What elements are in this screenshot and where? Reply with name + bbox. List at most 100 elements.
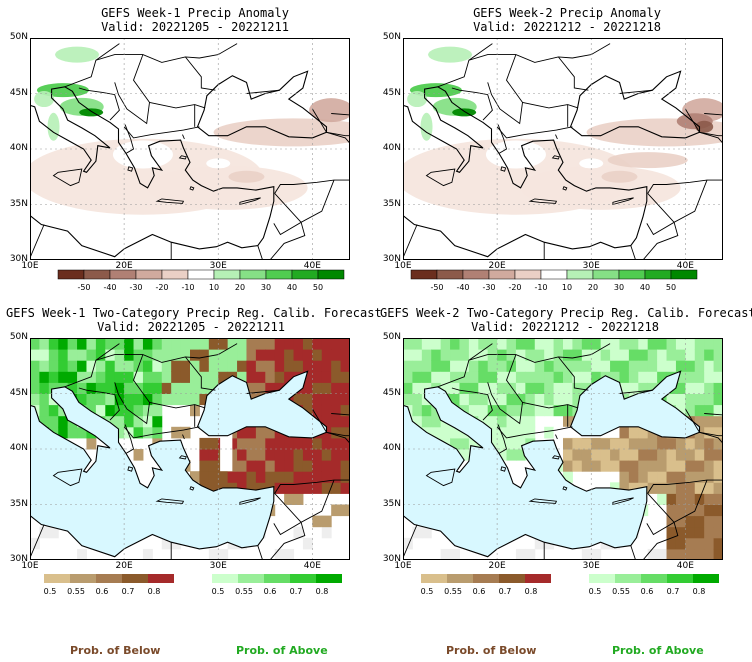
colorbar-swatch [473,574,499,583]
colorbar-tick-label: -50 [430,283,443,292]
colorbar-tick-label: 10 [562,283,572,292]
colorbar-tick-label: 0.5 [212,587,225,596]
colorbar-tick-label: 0.7 [290,587,303,596]
lon-tick-label: 40E [303,561,321,571]
panel-valid-dates: Valid: 20221212 - 20221218 [471,320,659,334]
colorbar-tick-label: 40 [640,283,650,292]
colorbar-swatch [592,269,620,280]
colorbar-swatch [499,574,525,583]
colorbar-tick-label: 0.55 [235,587,253,596]
lon-tick-label: 40E [676,561,694,571]
colorbar-swatch [421,574,447,583]
colorbar-tick-label: 40 [287,283,297,292]
anomaly-colorbar-week2: -50 -40 -30 -20 -10 10 20 30 40 50 [410,269,698,292]
colorbar-tick-label: -20 [508,283,521,292]
lon-tick-label: 20E [488,561,506,571]
colorbar-swatch [670,269,698,280]
lat-tick-label: 30N [382,554,401,564]
prob-above-label: Prob. of Above [612,644,704,657]
below-colorbar-week2: 0.5 0.55 0.6 0.7 0.8 [421,574,551,596]
lon-tick-label: 40E [303,261,321,271]
colorbar-swatch [317,269,345,280]
colorbar-swatch [540,269,568,280]
colorbar-tick-label: -30 [129,283,142,292]
colorbar-tick-label: -30 [482,283,495,292]
lon-tick-label: 20E [488,261,506,271]
colorbar-tick-label: 0.5 [421,587,434,596]
lat-tick-label: 50N [9,32,28,42]
colorbar-tick-label: 50 [666,283,676,292]
panel-title: GEFS Week-1 Two-Category Precip Reg. Cal… [6,306,382,320]
below-colorbar-week1: 0.5 0.55 0.6 0.7 0.8 [44,574,174,596]
colorbar-tick-label: 30 [614,283,624,292]
colorbar-tick-label: 0.6 [96,587,109,596]
colorbar-swatch [525,574,551,583]
colorbar-tick-label: -40 [456,283,469,292]
lon-tick-label: 30E [582,261,600,271]
colorbar-swatch [148,574,174,583]
colorbar-tick-label: -10 [181,283,194,292]
colorbar-tick-label: 0.5 [44,587,57,596]
colorbar-tick-label: 0.55 [67,587,85,596]
colorbar-swatch [290,574,316,583]
colorbar-swatch [644,269,672,280]
lat-tick-label: 50N [382,32,401,42]
colorbar-tick-label: -50 [77,283,90,292]
panel-title: GEFS Week-1 Precip Anomaly [101,6,289,20]
colorbar-swatch [161,269,189,280]
lat-tick-label: 40N [9,143,28,153]
prob-below-label: Prob. of Below [446,644,537,657]
lat-tick-label: 35N [9,198,28,209]
colorbar-tick-label: 0.7 [667,587,680,596]
lat-tick-label: 35N [382,198,401,209]
lat-tick-label: 50N [382,332,401,342]
colorbar-swatch [641,574,667,583]
lat-tick-label: 45N [9,387,28,398]
colorbar-tick-label: 0.6 [264,587,277,596]
lat-tick-label: 30N [9,254,28,264]
colorbar-swatch [265,269,293,280]
colorbar-swatch [83,269,111,280]
colorbar-swatch [410,269,438,280]
lon-tick-label: 10E [21,561,39,571]
colorbar-swatch [693,574,719,583]
colorbar-tick-label: 0.8 [148,587,161,596]
colorbar-swatch [589,574,615,583]
lon-tick-label: 20E [115,561,133,571]
colorbar-swatch [213,269,241,280]
panel-title: GEFS Week-2 Precip Anomaly [473,6,661,20]
colorbar-swatch [462,269,490,280]
colorbar-tick-label: -20 [155,283,168,292]
lon-tick-label: 10E [21,261,39,271]
colorbar-swatch [109,269,137,280]
colorbar-swatch [70,574,96,583]
lat-tick-label: 30N [382,254,401,264]
colorbar-swatch [44,574,70,583]
colorbar-tick-label: 0.8 [693,587,706,596]
colorbar-tick-label: 30 [261,283,271,292]
above-colorbar-week2: 0.5 0.55 0.6 0.7 0.8 [589,574,719,596]
lat-tick-label: 30N [9,554,28,564]
colorbar-swatch [212,574,238,583]
colorbar-swatch [615,574,641,583]
colorbar-swatch [667,574,693,583]
colorbar-swatch [291,269,319,280]
prob-above-label: Prob. of Above [236,644,328,657]
panel-valid-dates: Valid: 20221212 - 20221218 [473,20,661,34]
colorbar-swatch [122,574,148,583]
lon-tick-label: 10E [394,261,412,271]
lon-tick-label: 20E [115,261,133,271]
colorbar-swatch [264,574,290,583]
colorbar-tick-label: -10 [534,283,547,292]
colorbar-tick-label: 0.5 [589,587,602,596]
colorbar-swatch [447,574,473,583]
panel-valid-dates: Valid: 20221205 - 20221211 [97,320,285,334]
lon-tick-label: 10E [394,561,412,571]
colorbar-tick-label: 20 [588,283,598,292]
colorbar-tick-label: 0.6 [473,587,486,596]
colorbar-tick-label: 0.7 [122,587,135,596]
colorbar-tick-label: 20 [235,283,245,292]
lon-tick-label: 30E [209,561,227,571]
above-colorbar-week1: 0.5 0.55 0.6 0.7 0.8 [212,574,342,596]
colorbar-tick-label: 0.7 [499,587,512,596]
